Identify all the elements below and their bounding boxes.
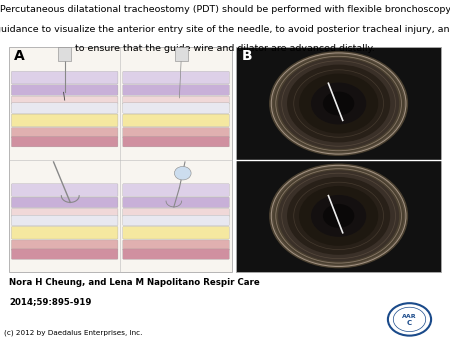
- FancyBboxPatch shape: [123, 240, 230, 250]
- Circle shape: [288, 178, 390, 254]
- FancyBboxPatch shape: [123, 197, 230, 208]
- FancyBboxPatch shape: [123, 103, 230, 113]
- Bar: [175, 47, 188, 61]
- Text: guidance to visualize the anterior entry site of the needle, to avoid posterior : guidance to visualize the anterior entry…: [0, 25, 450, 34]
- FancyBboxPatch shape: [11, 71, 118, 84]
- FancyBboxPatch shape: [123, 209, 230, 217]
- Bar: [58, 47, 72, 61]
- Text: to ensure that the guide wire and dilator are advanced distally.: to ensure that the guide wire and dilato…: [75, 44, 375, 53]
- FancyBboxPatch shape: [11, 96, 118, 104]
- Text: B: B: [242, 49, 252, 63]
- Text: 2014;59:895-919: 2014;59:895-919: [9, 297, 91, 306]
- FancyBboxPatch shape: [11, 197, 118, 208]
- FancyBboxPatch shape: [11, 114, 118, 127]
- Circle shape: [312, 196, 365, 236]
- FancyBboxPatch shape: [11, 137, 118, 147]
- FancyBboxPatch shape: [11, 103, 118, 113]
- FancyBboxPatch shape: [123, 114, 230, 127]
- Text: Nora H Cheung, and Lena M Napolitano Respir Care: Nora H Cheung, and Lena M Napolitano Res…: [9, 278, 260, 287]
- FancyBboxPatch shape: [11, 249, 118, 259]
- Circle shape: [279, 171, 399, 261]
- Ellipse shape: [175, 166, 191, 180]
- FancyBboxPatch shape: [11, 226, 118, 239]
- FancyBboxPatch shape: [123, 96, 230, 104]
- FancyBboxPatch shape: [123, 249, 230, 259]
- Circle shape: [279, 58, 399, 148]
- Circle shape: [270, 164, 407, 268]
- Circle shape: [300, 74, 378, 133]
- FancyBboxPatch shape: [11, 209, 118, 217]
- FancyBboxPatch shape: [123, 85, 230, 95]
- Bar: [9, 47, 232, 272]
- FancyBboxPatch shape: [123, 71, 230, 84]
- Text: A: A: [14, 49, 25, 63]
- Bar: [236, 47, 441, 272]
- FancyBboxPatch shape: [123, 215, 230, 225]
- FancyBboxPatch shape: [123, 184, 230, 196]
- FancyBboxPatch shape: [123, 127, 230, 138]
- Circle shape: [300, 187, 378, 245]
- FancyBboxPatch shape: [123, 226, 230, 239]
- Text: C: C: [407, 320, 412, 327]
- Circle shape: [324, 92, 354, 115]
- FancyBboxPatch shape: [123, 137, 230, 147]
- FancyBboxPatch shape: [11, 85, 118, 95]
- Text: (c) 2012 by Daedalus Enterprises, Inc.: (c) 2012 by Daedalus Enterprises, Inc.: [4, 330, 143, 336]
- Circle shape: [312, 83, 365, 124]
- FancyBboxPatch shape: [11, 240, 118, 250]
- Circle shape: [270, 52, 407, 155]
- Circle shape: [288, 65, 390, 142]
- FancyBboxPatch shape: [11, 184, 118, 196]
- Text: Percutaneous dilatational tracheostomy (PDT) should be performed with flexible b: Percutaneous dilatational tracheostomy (…: [0, 5, 450, 14]
- FancyBboxPatch shape: [11, 127, 118, 138]
- Text: AAR: AAR: [402, 314, 417, 318]
- FancyBboxPatch shape: [11, 215, 118, 225]
- Circle shape: [324, 204, 354, 227]
